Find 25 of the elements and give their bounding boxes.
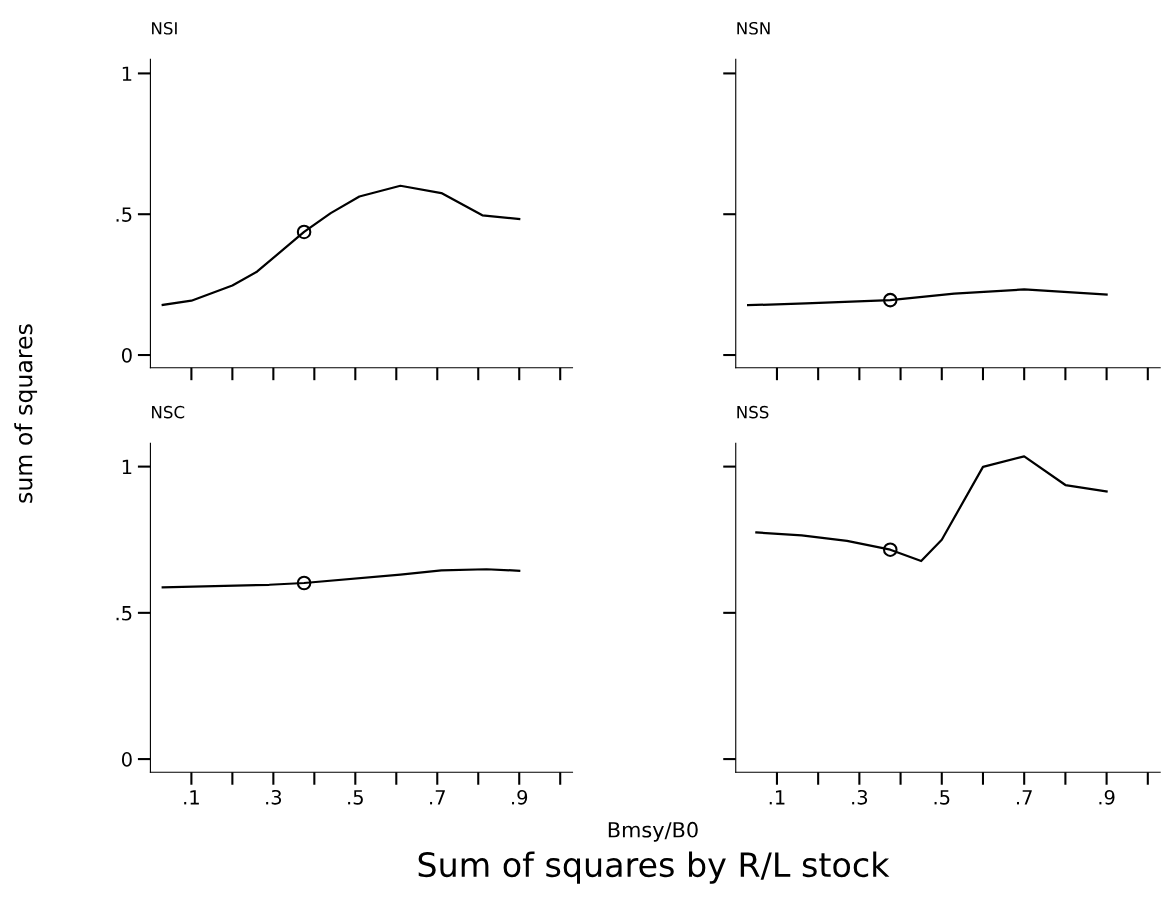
x-tick-label: .9 <box>1099 789 1115 805</box>
line-series <box>161 184 521 306</box>
x-tick-label: .5 <box>934 790 950 805</box>
y-axis-title: sum of squares <box>14 324 38 503</box>
x-tick-label: .7 <box>1016 790 1032 805</box>
y-tick-label: 0 <box>121 752 132 767</box>
y-tick-label: .5 <box>116 207 132 222</box>
chart-title: NSN <box>737 21 770 35</box>
chart-title: NSS <box>737 405 769 419</box>
x-tick-label: .1 <box>184 790 199 805</box>
x-tick-label: .9 <box>512 789 528 805</box>
text: Sum of squares by R/L stock <box>418 851 890 884</box>
y-tick-label: 1 <box>122 66 132 81</box>
y-tick-label: .5 <box>116 606 132 621</box>
x-tick-label: .5 <box>348 790 363 805</box>
x-tick-label: .1 <box>769 790 785 805</box>
x-tick-label: .7 <box>430 790 445 805</box>
x-tick-label: .3 <box>266 789 282 805</box>
chart-title: NSC <box>152 405 185 419</box>
line-series <box>161 568 521 589</box>
y-tick-label: 1 <box>122 459 132 474</box>
x-tick-label: .3 <box>852 789 868 805</box>
chart-title: NSI <box>152 21 177 35</box>
y-tick-label: 0 <box>121 347 132 363</box>
x-axis-title: Bmsy/B0 <box>608 821 698 842</box>
